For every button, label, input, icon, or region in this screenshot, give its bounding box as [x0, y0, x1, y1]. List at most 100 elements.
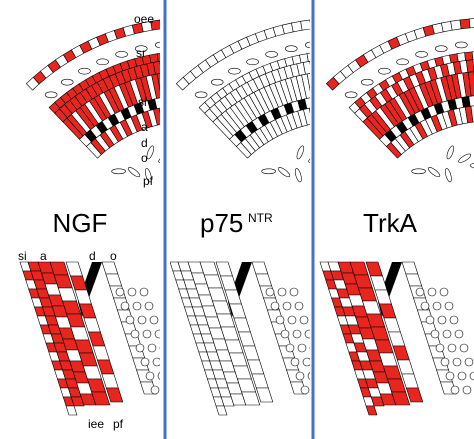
intermediate-cell: [381, 56, 390, 66]
panel-title-superscript: NTR: [248, 211, 273, 225]
ameloblast: [156, 73, 160, 92]
intermediate-cell: [336, 59, 343, 71]
pulp-cell: [297, 343, 307, 353]
ameloblast: [306, 73, 310, 92]
pulp-cell: [450, 385, 460, 395]
odontoblast: [255, 273, 273, 287]
pulp-cell: [300, 385, 310, 395]
pulp-cell: [415, 287, 425, 297]
odontoblast: [396, 359, 415, 375]
outer-enamel-cell: [383, 22, 394, 33]
label: si: [18, 249, 27, 263]
pulp-cell: [330, 139, 344, 152]
intermediate-cell: [180, 51, 188, 59]
pulp-cell: [277, 167, 291, 178]
pulp-cell: [137, 315, 147, 325]
intermediate-cell: [337, 51, 345, 59]
odontoblast: [246, 359, 265, 375]
intermediate-cell: [367, 61, 375, 74]
outer-enamel-cell: [374, 21, 385, 31]
pulp-cell: [158, 153, 160, 163]
pulp-cell: [320, 372, 328, 380]
pulp-cell: [282, 301, 292, 311]
reticulum-cell: [44, 91, 58, 99]
odontoblast: [405, 387, 424, 403]
outer-enamel-cell: [291, 20, 303, 33]
label: si: [138, 95, 147, 109]
pulp-cell: [127, 287, 137, 297]
intermediate-cell: [195, 51, 203, 59]
pulp-cell: [154, 329, 160, 339]
odontoblast: [83, 317, 101, 333]
intermediate-cell: [179, 59, 186, 71]
odontoblast: [392, 345, 410, 361]
pulp-cell: [469, 371, 474, 381]
label: d: [141, 136, 148, 150]
panel-title: p75: [200, 208, 243, 238]
panel-title: NGF: [53, 208, 108, 238]
inner-cell: [220, 396, 235, 407]
pulp-cell: [147, 343, 157, 353]
pulp-cell: [290, 357, 300, 367]
pulp-cell: [304, 329, 310, 339]
pulp-cell: [170, 163, 184, 169]
intermediate-cell: [186, 59, 193, 71]
reticulum-cell: [344, 91, 358, 99]
reticulum-cell: [434, 45, 448, 52]
intermediate-cell: [315, 52, 323, 61]
outer-enamel-cell: [206, 19, 216, 29]
reticulum-cell: [155, 41, 160, 49]
outer-enamel-cell: [356, 19, 366, 29]
outer-enamel-cell: [392, 24, 403, 35]
intermediate-cell: [323, 59, 330, 71]
label: iee: [88, 417, 104, 431]
pulp-cell: [440, 357, 450, 367]
odontoblast: [220, 275, 238, 291]
pulp-cell: [289, 287, 299, 297]
pulp-cell: [420, 301, 430, 311]
intermediate-cell: [172, 51, 180, 59]
odontoblast: [405, 273, 423, 287]
pulp-cell: [299, 315, 309, 325]
outer-enamel-cell: [169, 18, 179, 28]
odontoblast: [171, 106, 178, 123]
odontoblast: [233, 317, 251, 333]
pulp-cell: [452, 357, 462, 367]
outer-enamel-cell: [441, 20, 453, 33]
pulp-cell: [265, 287, 275, 297]
reticulum-cell: [134, 45, 148, 52]
pulp-cell: [270, 301, 280, 311]
dentin: [304, 97, 310, 110]
outer-enamel-cell: [159, 19, 160, 23]
outer-enamel-cell: [329, 18, 338, 27]
dentin: [169, 96, 177, 107]
pulp-cell: [292, 329, 302, 339]
reticulum-cell: [378, 67, 391, 75]
label: a: [40, 249, 47, 263]
odontoblast: [401, 261, 419, 275]
pulp-cell: [439, 287, 449, 297]
odontoblast: [237, 331, 256, 347]
odontoblast: [105, 273, 123, 287]
odontoblast: [105, 387, 124, 403]
pulp-cell: [216, 145, 231, 156]
pulp-cell: [444, 301, 454, 311]
pulp-cell: [152, 357, 160, 367]
ameloblast: [91, 391, 111, 406]
pulp-cell: [459, 343, 469, 353]
outer-enamel-cell: [450, 19, 462, 31]
outer-enamel-cell: [188, 18, 197, 27]
intermediate-cell: [166, 60, 174, 73]
pulp-cell: [294, 168, 302, 183]
outer-enamel-cell: [242, 24, 253, 35]
pulp-cell: [462, 385, 472, 395]
odontoblast: [101, 261, 119, 275]
pulp-cell: [307, 372, 310, 380]
pulp-cell: [454, 329, 464, 339]
dentin: [183, 95, 190, 105]
outer-enamel-cell: [197, 18, 207, 27]
intermediate-cell: [217, 61, 225, 74]
odontoblast: [401, 373, 419, 389]
pulp-cell: [302, 357, 310, 367]
pulp-cell: [142, 329, 152, 339]
